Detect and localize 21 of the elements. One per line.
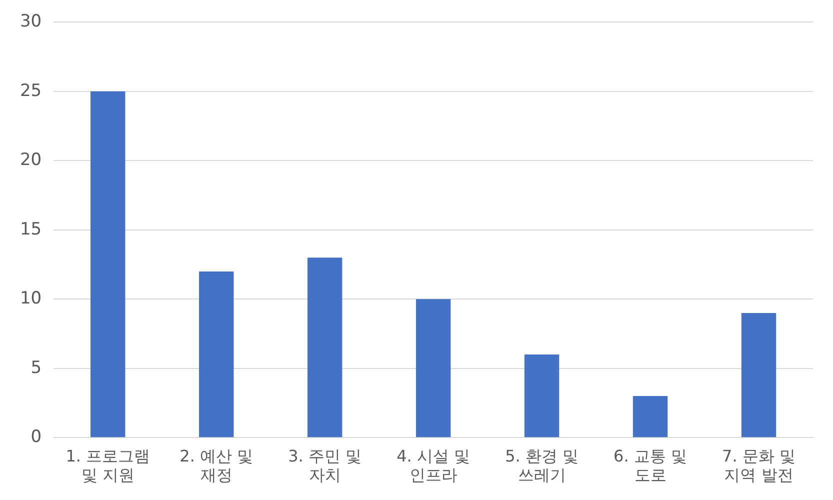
x-tick-label: 5. 환경 및 쓰레기 [505, 446, 579, 485]
x-tick-label: 4. 시설 및 인프라 [396, 446, 470, 485]
bar [90, 91, 126, 438]
bar [198, 271, 234, 438]
x-tick-label: 2. 예산 및 재정 [180, 446, 254, 485]
y-tick-label: 30 [20, 12, 42, 32]
bar [307, 258, 342, 438]
bar [524, 354, 560, 438]
y-tick-label: 0 [30, 427, 42, 448]
y-tick-label: 25 [20, 80, 42, 101]
x-tick-label: 6. 교통 및 도로 [614, 446, 687, 485]
y-tick-label: 10 [20, 288, 42, 309]
y-tick-label: 15 [20, 219, 42, 240]
bar [632, 396, 668, 438]
x-tick-label: 1. 프로그램 및 지원 [66, 446, 150, 485]
y-tick-label: 5 [30, 358, 42, 378]
bar [416, 299, 451, 438]
x-tick-label: 7. 문화 및 지역 발전 [722, 446, 796, 485]
x-tick-label: 3. 주민 및 자치 [288, 446, 362, 485]
y-tick-label: 20 [20, 150, 42, 170]
bar [741, 312, 776, 438]
